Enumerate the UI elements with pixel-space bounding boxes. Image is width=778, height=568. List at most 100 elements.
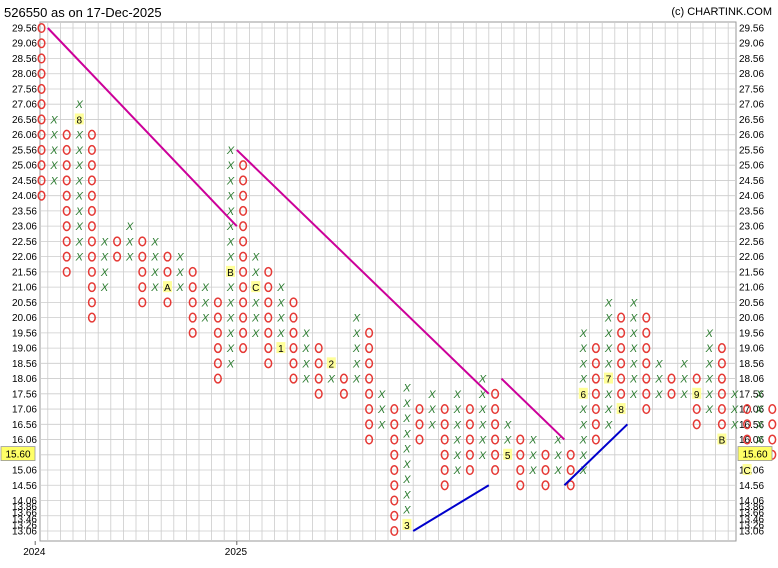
x-mark: X [629, 358, 638, 370]
x-mark: X [377, 404, 386, 416]
x-mark: X [478, 389, 487, 401]
month-marker-bg [402, 518, 412, 530]
o-mark [37, 190, 46, 201]
x-mark: X [528, 435, 537, 447]
o-mark [768, 434, 777, 445]
y-tick-label-right: 27.56 [739, 84, 764, 95]
o-mark [743, 434, 752, 445]
x-mark: X [301, 374, 310, 386]
y-tick-label-left: 26.56 [12, 115, 37, 126]
o-mark [390, 480, 399, 491]
y-tick-label-right: 17.56 [739, 389, 764, 400]
y-tick-label-right: 13.06 [739, 527, 764, 538]
o-mark [440, 449, 449, 460]
y-tick-label-right: 18.06 [739, 374, 764, 385]
o-mark [37, 160, 46, 171]
x-mark: X [679, 358, 688, 370]
x-mark: X [352, 328, 361, 340]
x-mark: X [705, 404, 714, 416]
o-mark [717, 404, 726, 415]
x-mark: X [553, 465, 562, 477]
x-mark: X [49, 145, 58, 157]
o-mark [768, 404, 777, 415]
x-mark: X [377, 419, 386, 431]
y-tick-label-right: 23.06 [739, 222, 764, 233]
o-column [239, 160, 248, 354]
o-mark [239, 221, 248, 232]
o-column [188, 266, 197, 338]
o-mark [62, 251, 71, 262]
x-mark: X [705, 358, 714, 370]
o-mark [516, 434, 525, 445]
y-tick-label-left: 24.06 [12, 191, 37, 202]
o-mark [365, 358, 374, 369]
o-mark [87, 190, 96, 201]
x-mark: X [402, 383, 411, 395]
current-price-box [737, 446, 773, 461]
y-tick-label-left: 28.56 [12, 54, 37, 65]
x-mark: X [604, 358, 613, 370]
x-column: X2 [327, 357, 336, 386]
o-column [440, 404, 449, 491]
x-mark: X [226, 175, 235, 187]
o-mark [138, 282, 147, 293]
y-tick-label-right: 23.56 [739, 206, 764, 217]
o-mark [365, 419, 374, 430]
x-mark: X [49, 130, 58, 142]
o-mark [465, 404, 474, 415]
x-mark: X [75, 175, 84, 187]
x-mark: X [75, 206, 84, 218]
o-mark [188, 282, 197, 293]
y-tick-label-left: 26.06 [12, 130, 37, 141]
x-column: XXX [201, 282, 210, 324]
o-mark [289, 297, 298, 308]
x-mark: X [629, 313, 638, 325]
o-mark [239, 175, 248, 186]
grid [39, 21, 737, 542]
o-mark [87, 236, 96, 247]
o-mark [87, 205, 96, 216]
o-mark [289, 327, 298, 338]
o-mark [289, 312, 298, 323]
o-column [415, 404, 424, 445]
o-mark [390, 525, 399, 537]
o-mark [541, 480, 550, 491]
y-tick-label-right: 21.06 [739, 283, 764, 294]
x-mark: X [251, 328, 260, 340]
o-mark [390, 404, 399, 415]
x-mark: X [226, 191, 235, 203]
o-mark [213, 373, 222, 384]
month-marker-bg [717, 433, 727, 445]
o-mark [617, 358, 626, 369]
y-tick-label-right: 25.56 [739, 145, 764, 156]
month-marker: 3 [404, 521, 410, 532]
o-column [62, 129, 71, 277]
o-mark [239, 160, 248, 171]
x-mark: X [478, 374, 487, 386]
o-mark [339, 373, 348, 384]
o-mark [566, 449, 575, 460]
o-mark [264, 297, 273, 308]
o-column [264, 266, 273, 369]
x-mark: X [629, 374, 638, 386]
o-mark [642, 327, 651, 338]
o-mark [62, 144, 71, 155]
month-marker-bg [578, 387, 588, 399]
x-mark: X [705, 328, 714, 340]
o-mark [213, 358, 222, 369]
o-mark [87, 297, 96, 308]
y-tick-label-left: 14.06 [12, 496, 37, 507]
month-marker: 7 [606, 375, 612, 386]
x-mark: X [150, 236, 159, 248]
y-tick-label-left: 27.56 [12, 84, 37, 95]
o-mark [440, 464, 449, 476]
o-mark [415, 434, 424, 445]
o-column [213, 297, 222, 384]
x-mark: X [755, 419, 764, 431]
o-mark [465, 464, 474, 476]
o-mark [264, 343, 273, 354]
